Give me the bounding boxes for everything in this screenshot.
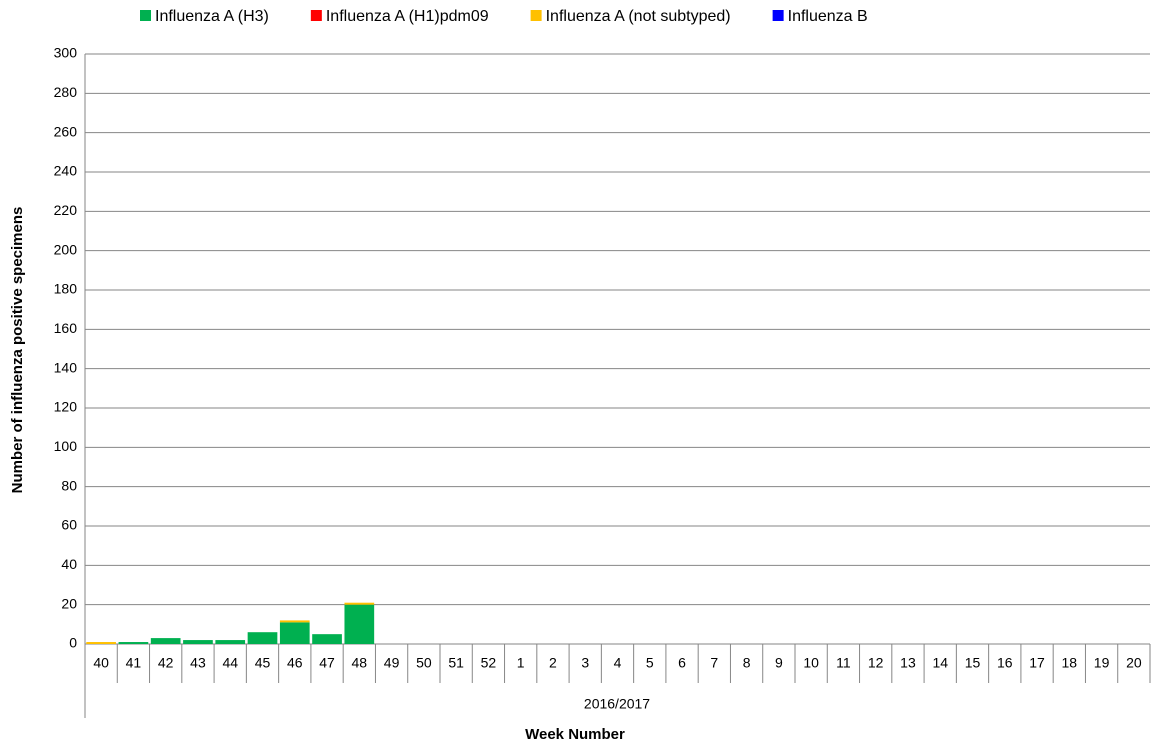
- x-tick-label: 5: [646, 655, 654, 671]
- x-tick-label: 17: [1029, 655, 1045, 671]
- x-tick-label: 45: [255, 655, 271, 671]
- bar-segment: [247, 632, 278, 644]
- x-tick-label: 51: [448, 655, 464, 671]
- x-tick-label: 44: [222, 655, 238, 671]
- legend-label: Influenza A (H1)pdm09: [326, 8, 489, 25]
- x-tick-label: 9: [775, 655, 783, 671]
- x-tick-label: 19: [1094, 655, 1110, 671]
- bar-segment: [150, 638, 181, 644]
- x-tick-label: 6: [678, 655, 686, 671]
- x-tick-label: 15: [965, 655, 981, 671]
- x-tick-label: 2: [549, 655, 557, 671]
- x-tick-label: 16: [997, 655, 1013, 671]
- bar-segment: [279, 622, 310, 644]
- bar-segment: [183, 640, 213, 644]
- x-tick-label: 41: [126, 655, 142, 671]
- bar-segment: [118, 642, 149, 644]
- legend-swatch: [530, 10, 542, 21]
- x-tick-label: 8: [743, 655, 751, 671]
- bar-segment: [86, 642, 116, 644]
- bar-segment: [344, 604, 375, 644]
- x-tick-label: 11: [836, 655, 851, 671]
- y-tick-label: 180: [54, 281, 78, 297]
- legend-label: Influenza A (not subtyped): [546, 8, 731, 25]
- x-tick-label: 43: [190, 655, 206, 671]
- x-tick-label: 49: [384, 655, 400, 671]
- y-tick-label: 280: [54, 84, 78, 100]
- x-tick-label: 7: [710, 655, 718, 671]
- y-tick-label: 40: [61, 556, 77, 572]
- y-tick-label: 80: [61, 477, 77, 493]
- x-tick-label: 14: [932, 655, 948, 671]
- y-tick-label: 20: [61, 595, 77, 611]
- x-axis-title: Week Number: [525, 726, 625, 743]
- y-tick-label: 0: [69, 635, 77, 651]
- x-tick-label: 42: [158, 655, 174, 671]
- y-tick-label: 120: [54, 399, 78, 415]
- bar-segment: [279, 620, 310, 623]
- legend-swatch: [772, 10, 784, 21]
- y-tick-label: 220: [54, 202, 78, 218]
- y-tick-label: 140: [54, 359, 78, 375]
- group-label: 2016/2017: [584, 696, 650, 712]
- y-tick-label: 100: [54, 438, 78, 454]
- x-tick-label: 4: [614, 655, 622, 671]
- y-axis-title: Number of influenza positive specimens: [9, 207, 26, 494]
- x-tick-label: 50: [416, 655, 432, 671]
- x-tick-label: 20: [1126, 655, 1142, 671]
- y-tick-label: 300: [54, 45, 78, 61]
- legend-label: Influenza A (H3): [155, 8, 269, 25]
- legend-swatch: [310, 10, 322, 21]
- legend-label: Influenza B: [788, 8, 868, 25]
- bar-segment: [344, 602, 375, 605]
- x-tick-label: 48: [352, 655, 368, 671]
- x-tick-label: 47: [319, 655, 335, 671]
- x-tick-label: 12: [868, 655, 884, 671]
- y-tick-label: 60: [61, 517, 77, 533]
- y-tick-label: 260: [54, 123, 78, 139]
- y-tick-label: 200: [54, 241, 78, 257]
- x-tick-label: 46: [287, 655, 303, 671]
- y-tick-label: 240: [54, 163, 78, 179]
- x-tick-label: 10: [803, 655, 819, 671]
- x-tick-label: 3: [581, 655, 589, 671]
- bar-segment: [215, 640, 246, 644]
- legend-swatch: [140, 10, 151, 21]
- x-tick-label: 13: [900, 655, 916, 671]
- x-tick-label: 40: [93, 655, 109, 671]
- x-tick-label: 52: [481, 655, 497, 671]
- bar-segment: [312, 634, 342, 644]
- y-tick-label: 160: [54, 320, 78, 336]
- x-tick-label: 1: [517, 655, 525, 671]
- x-tick-label: 18: [1062, 655, 1078, 671]
